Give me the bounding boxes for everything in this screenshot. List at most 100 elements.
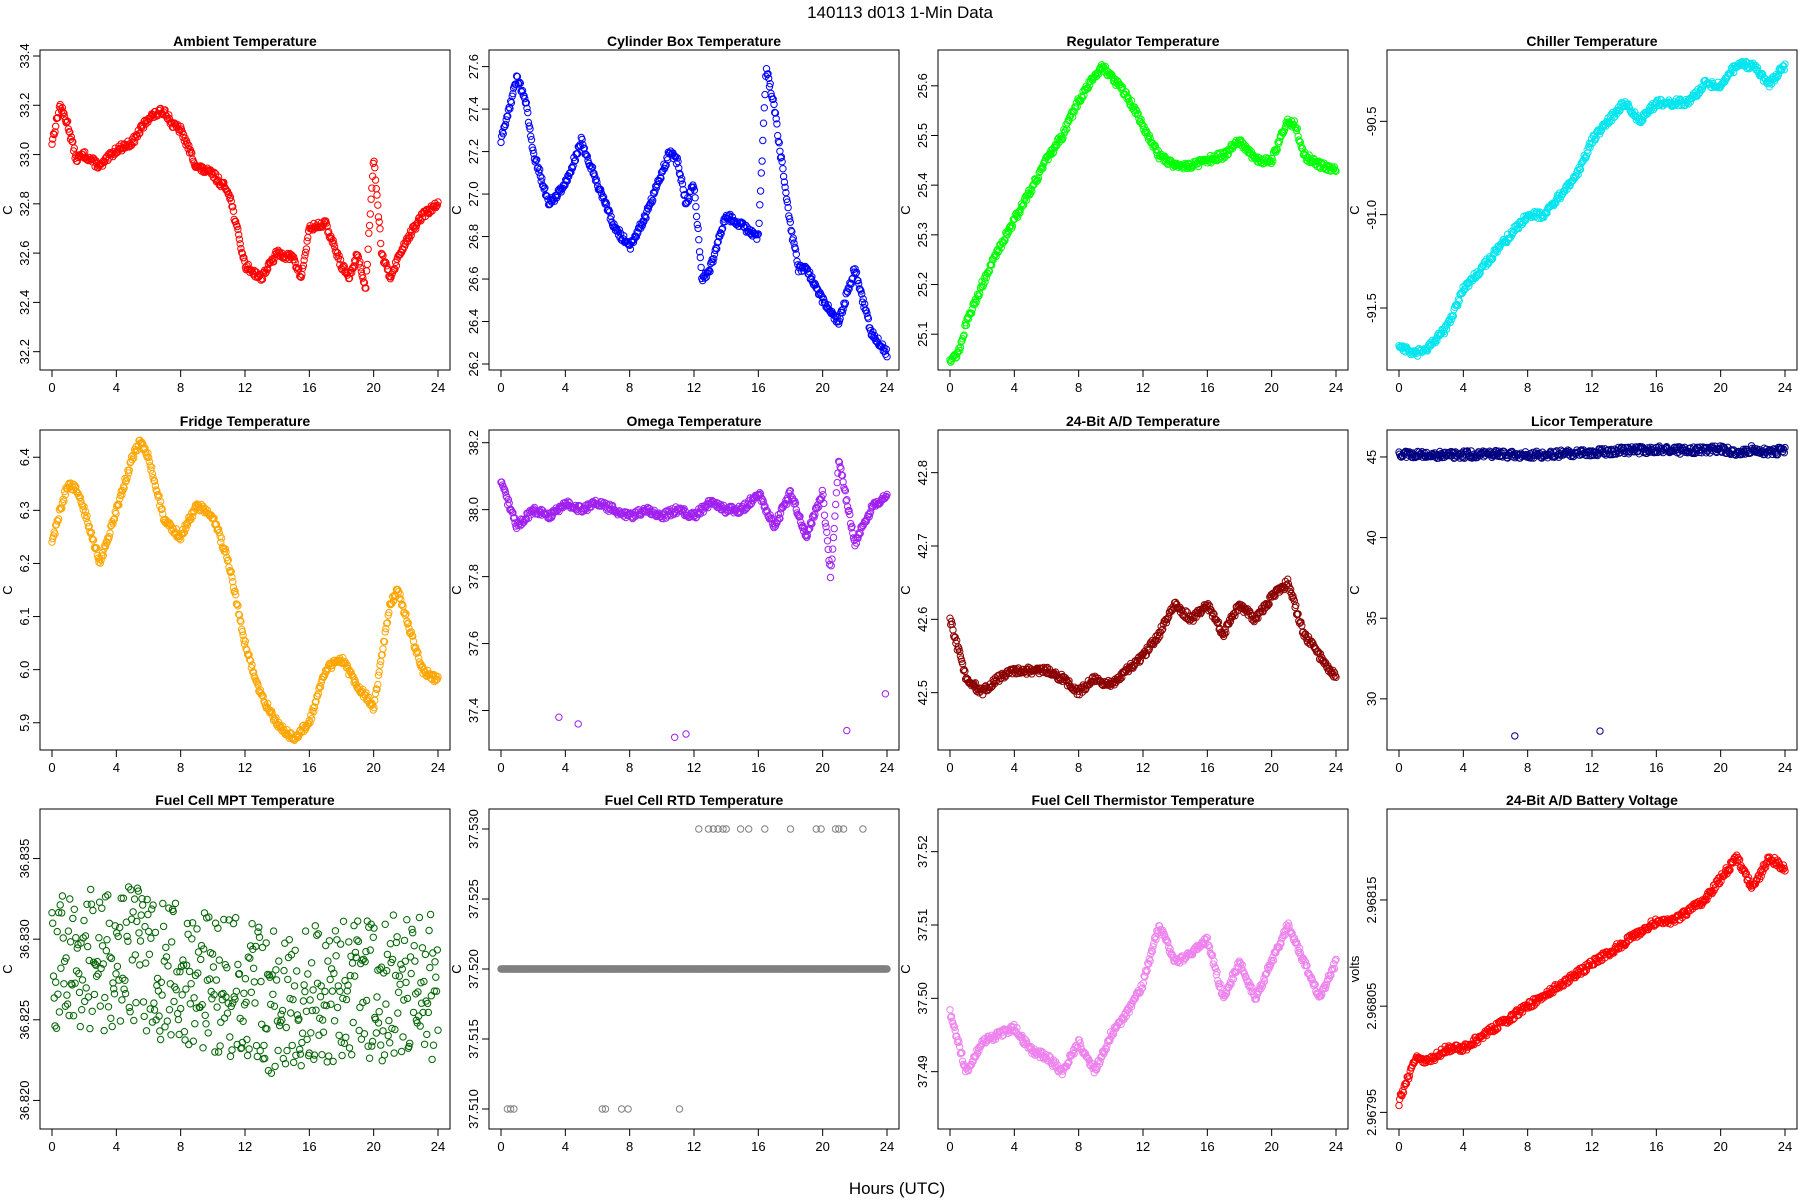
y-tick-label: 33.4 <box>17 43 32 68</box>
data-point <box>1076 97 1084 105</box>
y-tick-label: 6.4 <box>17 448 32 466</box>
data-point <box>339 261 348 270</box>
data-point <box>147 934 155 942</box>
data-points <box>946 575 1340 699</box>
data-point <box>541 191 550 199</box>
y-tick-label: 6.3 <box>17 501 32 519</box>
data-point <box>811 281 820 289</box>
data-point <box>570 157 579 165</box>
data-point <box>354 253 363 261</box>
data-point <box>288 252 296 260</box>
data-point <box>1100 64 1108 72</box>
data-point <box>686 188 694 196</box>
data-point <box>191 1020 199 1028</box>
x-tick-label: 16 <box>1649 760 1663 775</box>
data-point <box>377 1041 385 1049</box>
data-point <box>371 176 380 184</box>
data-point <box>206 975 214 983</box>
data-point <box>823 537 832 545</box>
x-tick-label: 0 <box>497 760 504 775</box>
data-point <box>374 680 382 689</box>
data-point <box>954 348 962 356</box>
data-point <box>73 157 82 166</box>
y-axis-label: C <box>0 964 15 973</box>
data-point <box>1238 138 1247 146</box>
data-point <box>772 115 780 123</box>
data-point <box>335 252 343 260</box>
data-point <box>215 956 224 964</box>
data-point <box>216 1042 224 1050</box>
data-point <box>1293 124 1302 133</box>
y-tick-label: 36.825 <box>17 1000 32 1040</box>
data-point <box>365 229 373 237</box>
y-tick-label: 25.5 <box>915 123 930 148</box>
data-point <box>226 1033 234 1041</box>
data-point <box>301 927 310 935</box>
data-point <box>667 151 675 159</box>
data-point <box>1191 161 1199 169</box>
data-point <box>274 1046 282 1055</box>
x-tick-label: 12 <box>687 380 701 395</box>
x-tick-label: 12 <box>238 380 252 395</box>
data-point <box>186 1000 195 1008</box>
data-point <box>189 1037 198 1045</box>
y-tick-label: 27.4 <box>466 96 481 121</box>
data-point <box>49 130 58 138</box>
plot-frame <box>937 49 1349 371</box>
data-point <box>87 900 96 908</box>
panel-title: Fridge Temperature <box>180 413 311 429</box>
data-point <box>278 1006 287 1015</box>
y-tick-label: -90.5 <box>1364 107 1379 137</box>
data-point <box>1552 199 1560 207</box>
x-tick-label: 4 <box>113 380 120 395</box>
data-point <box>324 957 332 965</box>
x-tick-label: 20 <box>366 380 380 395</box>
data-point <box>1032 178 1041 186</box>
data-point <box>98 904 106 912</box>
data-point <box>251 999 259 1007</box>
data-point <box>258 1020 266 1029</box>
data-point <box>692 203 700 211</box>
data-point <box>261 269 270 277</box>
data-point <box>762 65 771 73</box>
data-point <box>1684 100 1693 108</box>
data-point <box>339 994 347 1003</box>
data-point <box>303 237 311 245</box>
data-point <box>394 988 403 996</box>
data-point <box>709 258 717 266</box>
data-point <box>433 946 441 954</box>
data-point <box>78 976 87 984</box>
data-point <box>423 205 431 214</box>
data-point <box>364 245 372 253</box>
data-point <box>389 911 398 919</box>
data-point <box>518 88 526 96</box>
x-tick-label: 0 <box>946 380 953 395</box>
data-point <box>234 960 242 969</box>
data-point <box>533 156 541 164</box>
data-point <box>515 78 524 87</box>
data-point <box>208 170 217 179</box>
data-point <box>774 131 782 140</box>
data-point <box>368 184 376 192</box>
data-point <box>692 212 701 221</box>
data-point <box>1138 121 1147 129</box>
data-point <box>348 959 357 967</box>
x-tick-label: 16 <box>302 1139 316 1154</box>
x-tick-label: 0 <box>48 380 55 395</box>
data-point <box>216 532 224 540</box>
data-point <box>785 215 794 223</box>
data-point <box>287 1009 295 1017</box>
data-point <box>1049 148 1058 157</box>
data-point <box>167 1031 175 1039</box>
data-point <box>851 265 859 273</box>
data-point <box>852 269 860 278</box>
data-point <box>327 1000 335 1008</box>
data-point <box>163 1017 172 1025</box>
x-tick-label: 8 <box>626 380 633 395</box>
data-point <box>69 147 78 155</box>
panel-title: Regulator Temperature <box>1067 33 1220 49</box>
data-point <box>582 151 591 159</box>
data-point <box>248 920 256 928</box>
